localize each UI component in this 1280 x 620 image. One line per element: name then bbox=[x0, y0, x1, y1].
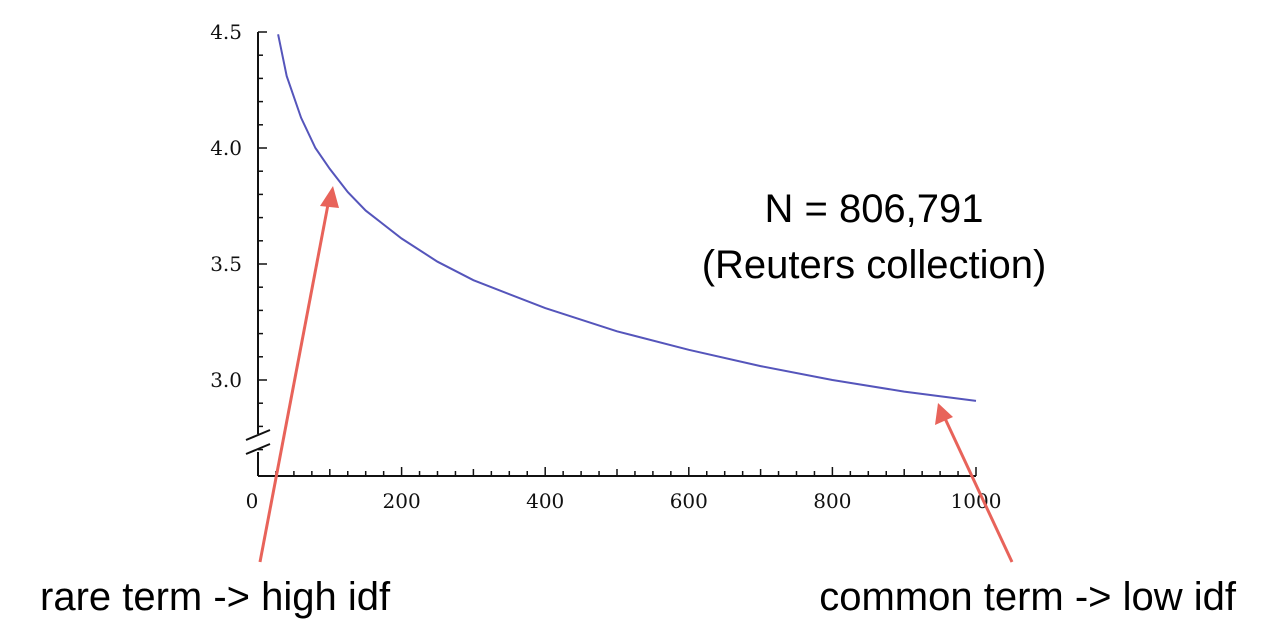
x-tick-label: 600 bbox=[670, 489, 708, 513]
x-tick-label: 200 bbox=[383, 489, 421, 513]
y-ticks bbox=[258, 31, 267, 451]
annotation-common-term: common term -> low idf bbox=[819, 575, 1237, 619]
rare-term-arrow bbox=[258, 193, 332, 563]
y-tick-label: 3.5 bbox=[210, 252, 242, 276]
x-ticks bbox=[257, 467, 977, 476]
y-tick-label: 4.0 bbox=[210, 136, 242, 160]
annotation-n-line: N = 806,791 bbox=[764, 187, 983, 231]
common-term-arrow bbox=[940, 411, 1014, 563]
x-tick-label: 1000 bbox=[951, 489, 1002, 513]
y-tick-label: 4.5 bbox=[210, 20, 242, 44]
y-tick-labels: 3.0 3.5 4.0 4.5 bbox=[210, 20, 242, 392]
x-tick-label: 400 bbox=[526, 489, 564, 513]
common-term-arrowhead bbox=[935, 403, 953, 425]
annotation-rare-term: rare term -> high idf bbox=[40, 575, 391, 619]
annotation-collection: (Reuters collection) bbox=[702, 243, 1047, 287]
y-tick-label: 3.0 bbox=[210, 368, 242, 392]
x-tick-label: 0 bbox=[246, 489, 259, 513]
x-tick-label: 800 bbox=[813, 489, 851, 513]
rare-term-arrowhead bbox=[320, 186, 339, 208]
x-tick-labels: 0 200 400 600 800 1000 bbox=[246, 489, 1002, 513]
idf-curve bbox=[277, 34, 977, 402]
